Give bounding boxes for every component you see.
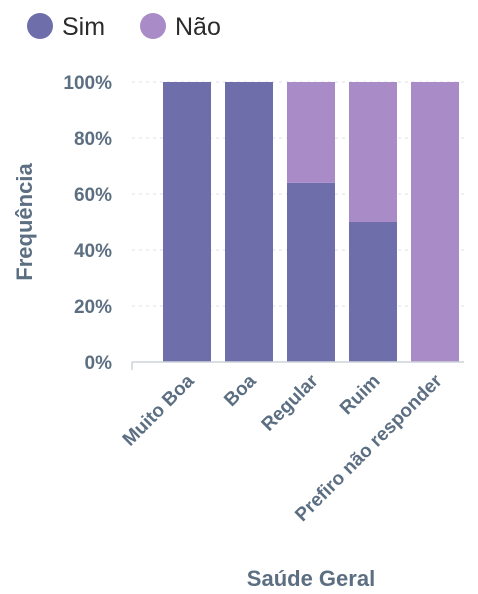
x-axis-title: Saúde Geral	[247, 566, 375, 591]
x-tick-label: Boa	[220, 370, 261, 411]
legend-marker-sim	[27, 13, 53, 39]
bar-não	[411, 82, 459, 362]
legend: Sim Não	[27, 13, 221, 41]
y-tick-label: 40%	[74, 241, 112, 262]
y-tick-label: 0%	[85, 353, 113, 374]
bar-não	[349, 82, 397, 222]
bars	[163, 82, 459, 362]
bar-sim	[287, 182, 335, 362]
bar-não	[287, 82, 335, 183]
x-tick-label: Muito Boa	[119, 370, 199, 450]
bar-sim	[225, 82, 273, 362]
bar-sim	[349, 222, 397, 362]
legend-marker-não	[140, 13, 166, 39]
legend-label-sim: Sim	[62, 13, 105, 41]
bar-sim	[163, 82, 211, 362]
y-tick-label: 60%	[74, 185, 112, 206]
y-axis-title: Frequência	[12, 163, 37, 281]
y-tick-label: 80%	[74, 129, 112, 150]
x-tick-label: Regular	[258, 370, 323, 435]
y-tick-label: 100%	[63, 73, 112, 94]
y-tick-label: 20%	[74, 297, 112, 318]
legend-label-não: Não	[175, 13, 221, 41]
y-axis-ticks: 0% 20% 40% 60% 80% 100%	[63, 73, 112, 374]
x-tick-label: Ruim	[336, 371, 384, 419]
